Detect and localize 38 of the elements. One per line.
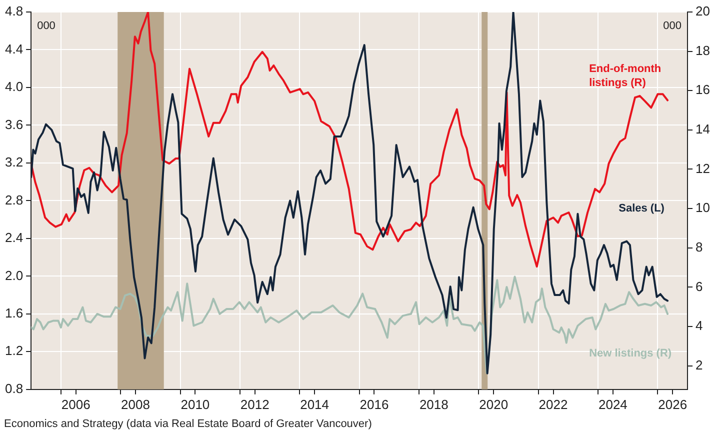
y2-tick-label: 2 xyxy=(696,357,703,372)
annotation: 000 xyxy=(663,20,682,32)
y2-tick-label: 18 xyxy=(696,42,710,58)
y-tick-label: 4.8 xyxy=(4,4,24,19)
y2-tick-label: 10 xyxy=(696,200,710,216)
x-tick-label: 2020 xyxy=(479,396,508,412)
x-tick-label: 2014 xyxy=(300,396,330,412)
x-tick-label: 2012 xyxy=(240,396,270,412)
y-tick-label: 2.4 xyxy=(4,230,24,246)
y2-tick-label: 20 xyxy=(696,4,710,19)
y-tick-label: 2.8 xyxy=(4,192,24,208)
x-tick-label: 2008 xyxy=(121,396,150,412)
y-tick-label: 3.2 xyxy=(4,154,24,170)
annotation: 000 xyxy=(37,20,56,32)
text: Economics and Strategy (data via Real Estate Board of Greater Vancouver) xyxy=(4,418,372,430)
y-tick-label: 0.8 xyxy=(4,380,24,396)
y-tick-label: 1.2 xyxy=(4,343,24,358)
x-tick-label: 2010 xyxy=(180,396,210,412)
y-tick-label: 2.0 xyxy=(4,268,24,283)
y-tick-label: 4.4 xyxy=(4,41,24,56)
y-tick-label: 1.6 xyxy=(4,306,24,320)
y2-tick-label: 8 xyxy=(696,239,703,254)
y-tick-label: 3.6 xyxy=(4,116,24,132)
x-tick-label: 2024 xyxy=(598,396,628,412)
y2-tick-label: 16 xyxy=(696,82,710,98)
y2-tick-label: 14 xyxy=(696,122,710,137)
text: Sales (L) xyxy=(618,202,665,214)
series-label: New listings (R) xyxy=(589,348,672,360)
x-tick-label: 2022 xyxy=(538,396,568,412)
x-tick-label: 2006 xyxy=(61,396,90,412)
y2-tick-label: 12 xyxy=(696,160,710,176)
x-tick-label: 2026 xyxy=(658,396,688,412)
y2-tick-label: 6 xyxy=(696,278,703,294)
y-tick-label: 4.0 xyxy=(4,79,24,94)
series-label: End-of-month listings (R) xyxy=(589,63,662,90)
x-tick-label: 2018 xyxy=(419,396,448,412)
x-tick-label: 2016 xyxy=(360,396,389,412)
y2-tick-label: 4 xyxy=(696,318,703,334)
